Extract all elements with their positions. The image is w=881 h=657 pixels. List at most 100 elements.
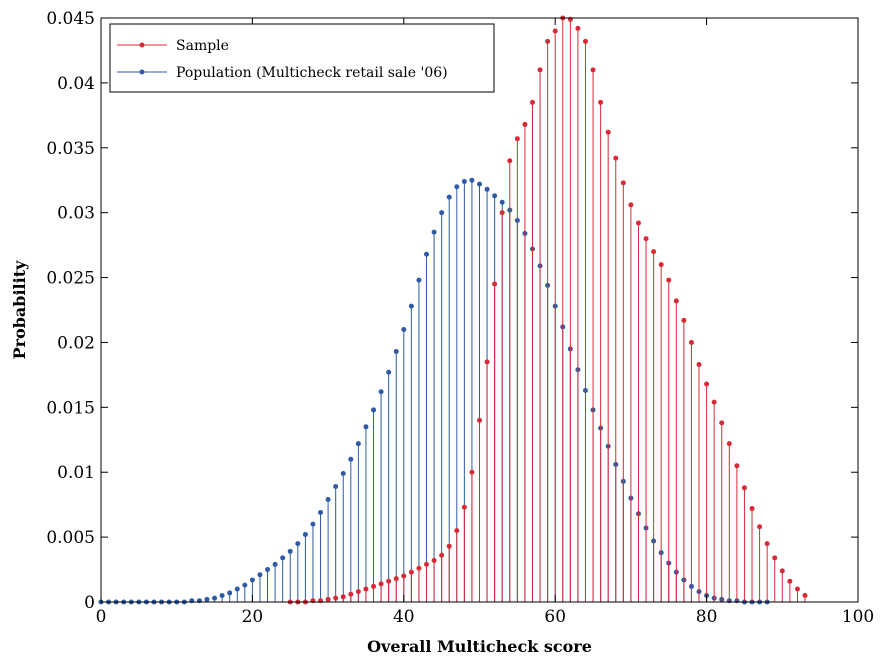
point-0-65	[779, 568, 785, 574]
point-1-20	[249, 577, 255, 583]
point-0-60	[741, 485, 747, 491]
legend: Sample Population (Multicheck retail sal…	[109, 23, 495, 93]
point-0-44	[620, 180, 626, 186]
y-tick-label-9: 0.045	[46, 9, 95, 29]
point-0-30	[514, 136, 520, 142]
plot-frame	[100, 17, 859, 603]
point-1-53	[499, 199, 505, 205]
point-1-25	[287, 548, 293, 554]
point-1-47	[454, 184, 460, 190]
point-0-26	[484, 359, 490, 365]
point-0-49	[658, 262, 664, 268]
legend-population-marker	[139, 69, 145, 75]
y-tick-label-5: 0.025	[46, 269, 95, 289]
y-tick-label-4: 0.02	[57, 333, 95, 353]
point-1-50	[477, 181, 482, 187]
series-0	[287, 15, 808, 605]
point-0-5	[325, 596, 331, 602]
point-0-57	[719, 420, 725, 426]
point-0-64	[772, 555, 778, 561]
point-0-8	[348, 591, 354, 597]
point-1-35	[363, 424, 369, 430]
legend-box	[109, 23, 495, 93]
y-tick-label-8: 0.04	[57, 74, 95, 94]
point-0-63	[764, 541, 770, 547]
x-tick-label-5: 100	[842, 607, 874, 627]
point-1-39	[393, 349, 399, 355]
point-0-21	[446, 543, 452, 549]
legend-sample-label: Sample	[176, 38, 229, 54]
point-0-14	[393, 576, 399, 582]
point-0-41	[598, 99, 604, 105]
point-0-58	[726, 441, 732, 447]
x-axis-title: Overall Multicheck score	[367, 637, 592, 656]
point-1-51	[484, 186, 490, 192]
point-0-62	[757, 524, 763, 530]
point-1-36	[371, 407, 377, 413]
y-tick-label-1: 0.005	[46, 528, 95, 548]
point-1-26	[295, 541, 301, 547]
point-1-14	[204, 596, 210, 602]
y-tick-label-3: 0.015	[46, 398, 95, 418]
point-0-43	[613, 155, 619, 161]
point-0-61	[749, 506, 755, 512]
point-0-51	[673, 298, 679, 304]
point-1-30	[325, 496, 331, 502]
point-0-32	[529, 99, 535, 105]
y-tick-label-6: 0.03	[57, 204, 95, 224]
point-0-53	[688, 339, 694, 345]
point-1-42	[416, 277, 422, 283]
point-0-15	[401, 573, 407, 579]
point-0-55	[704, 381, 710, 387]
axes-layer: 0 20 40 60 80 100 0 0.005 0.01 0.015 0.02 0.025 0.03…	[46, 9, 874, 627]
point-1-49	[469, 177, 475, 183]
point-1-23	[272, 561, 278, 567]
point-1-22	[265, 567, 271, 573]
point-0-56	[711, 399, 717, 405]
point-0-48	[651, 249, 657, 255]
point-0-10	[363, 586, 369, 592]
legend-population-label: Population (Multicheck retail sale '06)	[176, 65, 448, 81]
point-1-40	[401, 326, 407, 332]
point-1-32	[340, 471, 346, 477]
point-0-11	[371, 583, 377, 589]
point-0-19	[431, 557, 437, 563]
point-1-34	[355, 441, 361, 447]
point-0-16	[408, 569, 414, 575]
point-0-39	[582, 38, 588, 44]
series-layer	[98, 15, 808, 605]
point-0-6	[333, 595, 339, 601]
point-0-29	[507, 158, 513, 164]
point-0-12	[378, 581, 384, 587]
x-tick-label-1: 20	[242, 607, 264, 627]
point-1-44	[431, 229, 437, 235]
point-1-21	[257, 572, 263, 578]
point-0-13	[386, 578, 392, 584]
point-0-59	[734, 463, 740, 469]
point-0-38	[575, 25, 581, 31]
x-tick-label-3: 60	[544, 607, 566, 627]
point-0-68	[802, 593, 808, 599]
point-1-16	[219, 593, 225, 599]
point-0-22	[454, 528, 460, 534]
point-0-27	[492, 281, 498, 287]
x-tick-label-4: 80	[696, 607, 718, 627]
point-0-66	[787, 578, 793, 584]
point-0-34	[545, 38, 551, 44]
point-0-33	[537, 67, 543, 73]
point-1-19	[242, 582, 248, 588]
y-axis-title: Probability	[10, 260, 29, 360]
point-1-17	[227, 590, 233, 596]
x-tick-label-2: 40	[393, 607, 415, 627]
point-1-43	[424, 251, 430, 257]
point-0-40	[590, 67, 596, 73]
point-0-25	[477, 417, 482, 423]
point-1-27	[302, 532, 308, 538]
point-0-7	[340, 594, 346, 600]
point-0-52	[681, 317, 687, 323]
point-0-24	[469, 469, 475, 475]
point-1-31	[333, 484, 339, 489]
point-0-17	[416, 565, 422, 571]
point-0-47	[643, 236, 649, 242]
point-0-54	[696, 362, 702, 368]
